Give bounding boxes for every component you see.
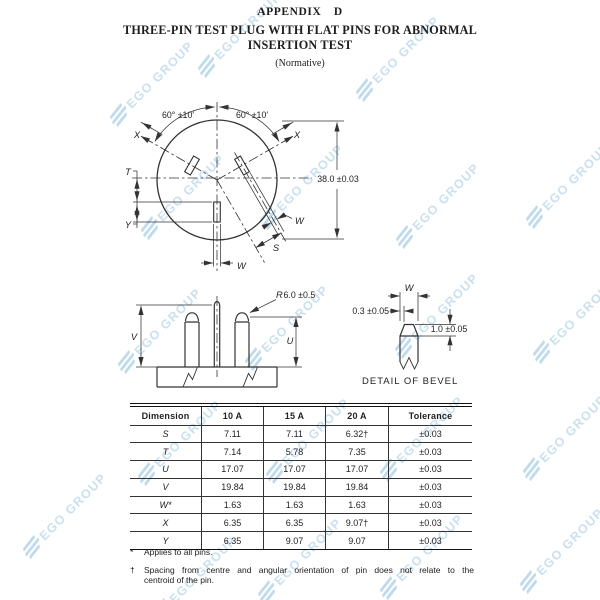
- bevel-caption: DETAIL OF BEVEL: [362, 376, 458, 387]
- plug-side-view: V U R 6.0 ±0.5: [131, 290, 316, 388]
- dim-w-bottom-label: W: [237, 261, 247, 271]
- value-cell: 19.84: [201, 478, 263, 496]
- pin-top-left: [183, 155, 201, 176]
- appendix-title: APPENDIX D: [257, 6, 343, 18]
- value-cell: ±0.03: [388, 478, 472, 496]
- footnote-star: * Applies to all pins.: [130, 547, 474, 557]
- break-lines: [182, 366, 258, 388]
- diameter-label: 38.0 ±0.03: [317, 174, 359, 184]
- radius-label-value: 6.0 ±0.5: [284, 290, 316, 300]
- value-cell: 1.63: [325, 496, 388, 514]
- dimension-cell: V: [162, 482, 169, 493]
- value-cell: 1.63: [263, 496, 325, 514]
- table-row: W* 1.63 1.63 1.63 ±0.03: [130, 496, 472, 515]
- dim-x-left-label: X: [133, 130, 141, 140]
- value-cell: 19.84: [263, 478, 325, 496]
- side-dimension-lines: [136, 299, 302, 368]
- value-cell: 1.63: [201, 496, 263, 514]
- table-row: S 7.11 7.11 6.32† ±0.03: [130, 425, 472, 444]
- radius-label-prefix: R: [276, 290, 283, 300]
- value-cell: 17.07: [201, 461, 263, 478]
- value-cell: ±0.03: [388, 496, 472, 514]
- bevel-dimension-lines: [388, 292, 456, 351]
- dim-w-right-label: W: [295, 216, 305, 226]
- value-cell: ±0.03: [388, 443, 472, 461]
- value-cell: ±0.03: [388, 514, 472, 532]
- centerlines: [132, 102, 312, 271]
- dim-y-label: Y: [125, 220, 132, 230]
- value-cell: 6.35: [201, 514, 263, 532]
- table-header-dimension: Dimension: [141, 410, 190, 421]
- value-cell: 9.07: [325, 532, 388, 550]
- page-title-line1: THREE-PIN TEST PLUG WITH FLAT PINS FOR A…: [123, 23, 477, 37]
- value-cell: 7.14: [201, 443, 263, 461]
- normative-subtitle: (Normative): [275, 58, 325, 69]
- footnote-dagger: † Spacing from centre and angular orient…: [130, 565, 474, 585]
- table-header-10a: 10 A: [201, 407, 263, 425]
- table-header-row: Dimension 10 A 15 A 20 A Tolerance: [130, 407, 472, 426]
- page-title-line2: INSERTION TEST: [247, 37, 353, 52]
- dimension-cell: T: [162, 446, 169, 457]
- plug-face-view: 60° ±10′ 60° ±10′ X X T Y W W S 38.0 ±0.…: [125, 102, 359, 271]
- dimension-cell: X: [162, 517, 169, 528]
- dimension-cell: W*: [159, 500, 172, 511]
- dim-x-right-label: X: [293, 130, 301, 140]
- value-cell: 6.35: [201, 532, 263, 550]
- table-row: X 6.35 6.35 9.07† ±0.03: [130, 514, 472, 533]
- dim-t-label: T: [125, 167, 132, 177]
- footnote-star-text: Applies to all pins.: [144, 547, 213, 557]
- table-row: U 17.07 17.07 17.07 ±0.03: [130, 461, 472, 479]
- bevel-w-label: W: [405, 283, 415, 293]
- bevel-offset-label: 0.3 ±0.05: [352, 306, 389, 316]
- value-cell: 9.07: [263, 532, 325, 550]
- bevel-detail-view: W 0.3 ±0.05 1.0 ±0.05 DETAIL OF BEVEL: [352, 283, 467, 387]
- footnote-dagger-line1: Spacing from centre and angular orientat…: [144, 565, 474, 575]
- dimension-cell: S: [162, 428, 169, 439]
- value-cell: 7.11: [201, 425, 263, 443]
- table-row: T 7.14 5.78 7.35 ±0.03: [130, 443, 472, 462]
- angle-label-left: 60° ±10′: [162, 110, 194, 120]
- table-body: S 7.11 7.11 6.32† ±0.03 T 7.14 5.78 7.35 ±0.03 U 17…: [130, 425, 472, 550]
- dim-v-label: V: [131, 332, 138, 342]
- value-cell: 19.84: [325, 478, 388, 496]
- value-cell: 5.78: [263, 443, 325, 461]
- footnote-dagger-marker: †: [130, 565, 135, 575]
- dim-s-label: S: [273, 243, 280, 253]
- flat-pins: [183, 155, 251, 223]
- value-cell: ±0.03: [388, 425, 472, 443]
- dimension-cell: U: [162, 464, 169, 475]
- footnote-star-marker: *: [130, 547, 134, 557]
- page-title: THREE-PIN TEST PLUG WITH FLAT PINS FOR A…: [110, 23, 490, 52]
- pin-top-right: [233, 155, 251, 176]
- value-cell: 17.07: [263, 461, 325, 478]
- value-cell: 6.32†: [325, 425, 388, 443]
- table-header-20a: 20 A: [325, 407, 388, 425]
- value-cell: 7.35: [325, 443, 388, 461]
- value-cell: ±0.03: [388, 461, 472, 478]
- table-row: V 19.84 19.84 19.84 ±0.03: [130, 478, 472, 497]
- table-header-tolerance: Tolerance: [388, 407, 472, 425]
- value-cell: 17.07: [325, 461, 388, 478]
- angle-label-right: 60° ±10′: [236, 110, 268, 120]
- value-cell: 6.35: [263, 514, 325, 532]
- value-cell: ±0.03: [388, 532, 472, 550]
- face-dimension-lines: [133, 104, 344, 267]
- footnote-dagger-line2: centroid of the pin.: [144, 575, 214, 585]
- dimension-table: Dimension 10 A 15 A 20 A Tolerance S 7.11…: [130, 403, 472, 551]
- dim-u-label: U: [287, 336, 294, 346]
- table-header-15a: 15 A: [263, 407, 325, 425]
- value-cell: 9.07†: [325, 514, 388, 532]
- pin-bottom-earth: [213, 201, 221, 223]
- bevel-height-label: 1.0 ±0.05: [431, 324, 468, 334]
- table-row: Y 6.35 9.07 9.07 ±0.03: [130, 532, 472, 550]
- bevel-break-line: [399, 356, 419, 371]
- bevel-outline: [399, 323, 419, 362]
- dimension-cell: Y: [162, 535, 169, 546]
- value-cell: 7.11: [263, 425, 325, 443]
